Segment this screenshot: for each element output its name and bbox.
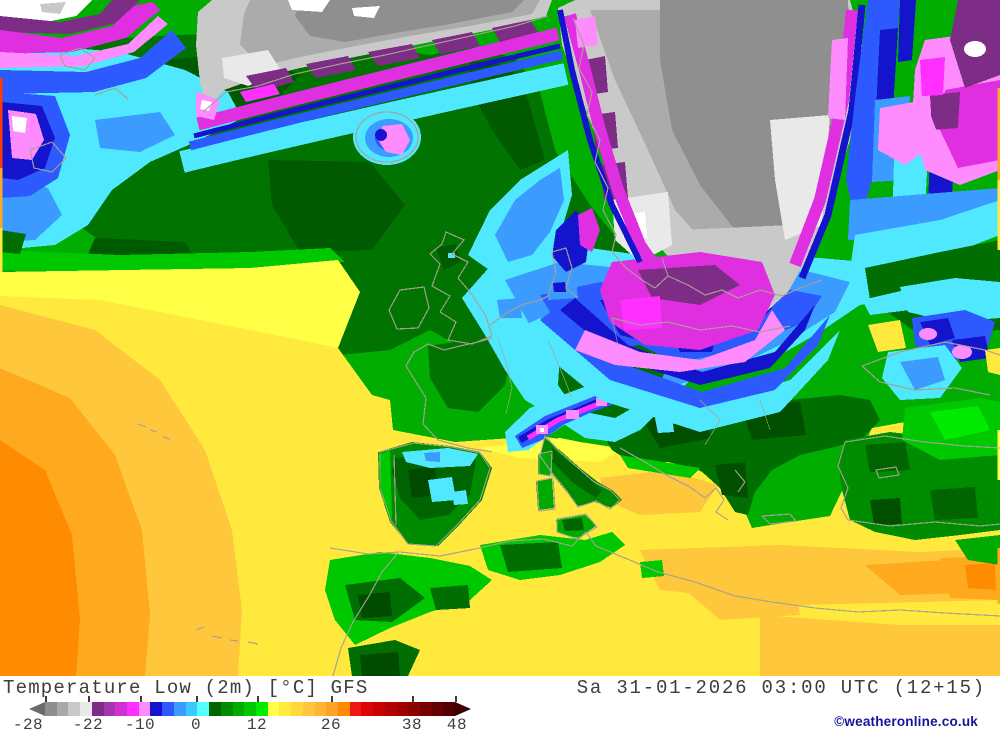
map-region-italy (536, 438, 622, 538)
scale-segment (127, 702, 139, 716)
scale-tick (196, 696, 198, 702)
map-datetime: Sa 31-01-2026 03:00 UTC (12+15) (576, 677, 986, 699)
scale-tick (257, 696, 259, 702)
map-edge-strips (0, 78, 1000, 604)
scale-tick-label: -22 (72, 716, 104, 733)
scale-segment (45, 702, 57, 716)
scale-tick (455, 696, 457, 702)
scale-segment (115, 702, 128, 716)
scale-tick-label: 38 (401, 716, 423, 733)
copyright-link[interactable]: ©weatheronline.co.uk (834, 714, 978, 729)
scale-segment (185, 702, 198, 716)
map-region-iceland (353, 109, 421, 165)
scale-segment (349, 702, 362, 716)
scale-tick (88, 696, 90, 702)
temperature-map (0, 0, 1000, 676)
scale-segment (103, 702, 116, 716)
scale-tick (412, 696, 414, 702)
scale-tick (140, 696, 142, 702)
scale-tick-label: 0 (190, 716, 202, 733)
scale-segment (384, 702, 397, 716)
scale-segment (173, 702, 186, 716)
scale-segment (291, 702, 303, 716)
map-region-warm-south (0, 260, 1000, 676)
scale-tick-label: -10 (124, 716, 156, 733)
temperature-map-canvas (0, 0, 1000, 676)
scale-segment (232, 702, 245, 716)
scale-segment (396, 702, 409, 716)
scale-segment (279, 702, 292, 716)
scale-tick (45, 696, 47, 702)
map-region-black-sea (862, 278, 1000, 460)
map-region-scandinavia (515, 0, 866, 432)
scale-segment (209, 702, 221, 716)
scale-tick-label: 12 (246, 716, 268, 733)
scale-segment (56, 702, 69, 716)
scale-tick (331, 696, 333, 702)
scale-segment (326, 702, 338, 716)
scale-segment (373, 702, 385, 716)
scale-segment (314, 702, 327, 716)
scale-left-arrow (29, 702, 45, 716)
scale-segment (244, 702, 256, 716)
scale-segment (337, 702, 350, 716)
scale-segment (197, 702, 210, 716)
scale-segment (68, 702, 81, 716)
map-region-north-sea (468, 150, 600, 272)
scale-segment (220, 702, 233, 716)
scale-segment (138, 702, 151, 716)
map-region-iberia (378, 442, 492, 546)
scale-segment (267, 702, 280, 716)
scale-segment (431, 702, 444, 716)
scale-right-arrow (455, 702, 471, 716)
scale-segment (408, 702, 420, 716)
map-coastlines (29, 15, 1000, 676)
scale-segment (302, 702, 315, 716)
map-title: Temperature Low (2m) [°C] GFS (3, 677, 369, 699)
scale-segment (361, 702, 374, 716)
scale-tick-label: -28 (12, 716, 44, 733)
scale-segment (443, 702, 456, 716)
map-region-finland-baltics (846, 0, 1000, 335)
map-region-turkey-levant (838, 432, 1000, 565)
scale-segment (255, 702, 268, 716)
scale-segment (420, 702, 432, 716)
legend-bar: Temperature Low (2m) [°C] GFS Sa 31-01-2… (0, 676, 1000, 733)
temperature-scale: -28 -22 -10 0 12 26 38 48 (0, 676, 1000, 733)
scale-segment (162, 702, 174, 716)
temperature-scale-bar (45, 702, 456, 716)
scale-tick-label: 26 (320, 716, 342, 733)
scale-segment (150, 702, 163, 716)
scale-segment (80, 702, 92, 716)
scale-segment (91, 702, 104, 716)
map-region-greenland (0, 0, 569, 254)
scale-tick-label: 48 (446, 716, 468, 733)
